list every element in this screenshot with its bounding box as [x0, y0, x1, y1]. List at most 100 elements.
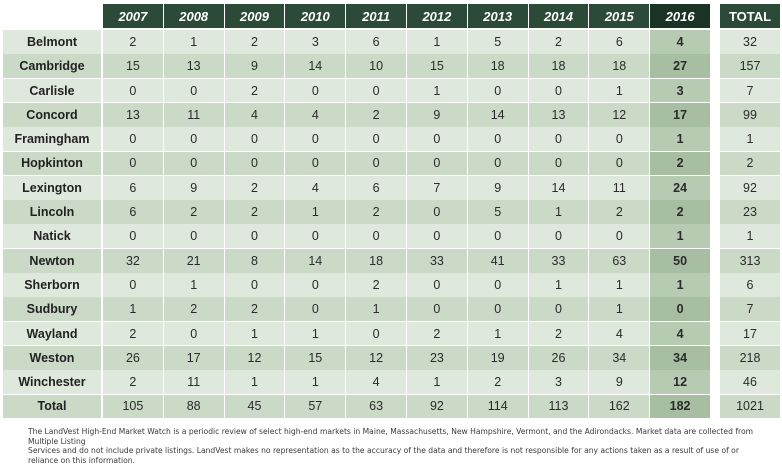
cell-natick-2009: 0 — [224, 224, 285, 249]
cell-lincoln-2011: 2 — [346, 200, 406, 224]
cell-framingham-2015: 0 — [589, 127, 650, 152]
cell-belmont-2013: 5 — [467, 30, 528, 54]
cell-winchester-2012: 1 — [407, 370, 467, 395]
cell-total-2014: 113 — [528, 394, 589, 419]
column-header-2013: 2013 — [467, 4, 528, 28]
cell-sherborn-2008: 1 — [163, 273, 224, 297]
cell-weston-2009: 12 — [224, 345, 285, 370]
cell-belmont-2016: 4 — [650, 30, 710, 54]
cell-natick-2012: 0 — [407, 224, 467, 249]
cell-winchester-2015: 9 — [589, 370, 650, 395]
cell-lincoln-2013: 5 — [467, 200, 528, 224]
cell-framingham-2009: 0 — [224, 127, 285, 152]
cell-belmont-2010: 3 — [285, 30, 346, 54]
cell-winchester-2007: 2 — [103, 370, 163, 395]
row-label-winchester: Winchester — [3, 370, 101, 395]
cell-wayland-2010: 1 — [285, 321, 346, 346]
row-label-wayland: Wayland — [3, 321, 101, 346]
cell-carlisle-2013: 0 — [467, 78, 528, 103]
cell-hopkinton-2012: 0 — [407, 151, 467, 176]
cell-carlisle-2014: 0 — [528, 78, 589, 103]
cell-newton-2014: 33 — [528, 248, 589, 273]
cell-newton-2007: 32 — [103, 248, 163, 273]
cell-weston-2014: 26 — [528, 345, 589, 370]
cell-carlisle-2010: 0 — [285, 78, 346, 103]
cell-total-2012: 92 — [407, 394, 467, 419]
cell-lexington-2013: 9 — [467, 175, 528, 200]
cell-lexington-total: 92 — [720, 175, 780, 200]
cell-sherborn-2011: 2 — [346, 273, 406, 297]
cell-sudbury-2007: 1 — [103, 297, 163, 322]
cell-lexington-2008: 9 — [163, 175, 224, 200]
cell-cambridge-2011: 10 — [346, 54, 406, 79]
cell-newton-2012: 33 — [407, 248, 467, 273]
cell-total-2008: 88 — [163, 394, 224, 419]
cell-cambridge-2013: 18 — [467, 54, 528, 79]
cell-concord-2011: 2 — [346, 102, 406, 127]
cell-carlisle-2011: 0 — [346, 78, 406, 103]
cell-cambridge-2012: 15 — [407, 54, 467, 79]
column-header-total: TOTAL — [720, 4, 780, 28]
cell-cambridge-2008: 13 — [163, 54, 224, 79]
cell-sherborn-2015: 1 — [589, 273, 650, 297]
column-header-2007: 2007 — [103, 4, 163, 28]
row-label-hopkinton: Hopkinton — [3, 151, 101, 176]
cell-sudbury-2009: 2 — [224, 297, 285, 322]
cell-cambridge-total: 157 — [720, 54, 780, 79]
cell-natick-2010: 0 — [285, 224, 346, 249]
cell-sudbury-2016: 0 — [650, 297, 710, 322]
cell-lexington-2009: 2 — [224, 175, 285, 200]
cell-weston-2013: 19 — [467, 345, 528, 370]
cell-newton-2011: 18 — [346, 248, 406, 273]
cell-belmont-2007: 2 — [103, 30, 163, 54]
cell-cambridge-2010: 14 — [285, 54, 346, 79]
cell-belmont-2012: 1 — [407, 30, 467, 54]
cell-lexington-2011: 6 — [346, 175, 406, 200]
row-label-carlisle: Carlisle — [3, 78, 101, 103]
cell-winchester-2013: 2 — [467, 370, 528, 395]
cell-winchester-2009: 1 — [224, 370, 285, 395]
market-data-table: 2007 2008 2009 2010 2011 2012 2013 2014 2015 2016… — [3, 4, 780, 419]
cell-natick-total: 1 — [720, 224, 780, 249]
cell-concord-total: 99 — [720, 102, 780, 127]
cell-concord-2007: 13 — [103, 102, 163, 127]
row-label-framingham: Framingham — [3, 127, 101, 152]
cell-sherborn-total: 6 — [720, 273, 780, 297]
cell-wayland-2014: 2 — [528, 321, 589, 346]
cell-wayland-2013: 1 — [467, 321, 528, 346]
cell-weston-total: 218 — [720, 345, 780, 370]
cell-lincoln-2010: 1 — [285, 200, 346, 224]
cell-total-2015: 162 — [589, 394, 650, 419]
cell-concord-2010: 4 — [285, 102, 346, 127]
cell-newton-total: 313 — [720, 248, 780, 273]
column-header-2016: 2016 — [650, 4, 710, 28]
row-label-cambridge: Cambridge — [3, 54, 101, 79]
disclaimer-line-2: Services and do not include private list… — [28, 446, 739, 465]
cell-total-2010: 57 — [285, 394, 346, 419]
cell-framingham-2012: 0 — [407, 127, 467, 152]
cell-hopkinton-2014: 0 — [528, 151, 589, 176]
cell-winchester-2011: 4 — [346, 370, 406, 395]
cell-concord-2015: 12 — [589, 102, 650, 127]
cell-total-2011: 63 — [346, 394, 406, 419]
cell-lexington-2015: 11 — [589, 175, 650, 200]
cell-sherborn-2012: 0 — [407, 273, 467, 297]
row-label-concord: Concord — [3, 102, 101, 127]
cell-hopkinton-2013: 0 — [467, 151, 528, 176]
cell-hopkinton-2011: 0 — [346, 151, 406, 176]
cell-hopkinton-2010: 0 — [285, 151, 346, 176]
cell-carlisle-2008: 0 — [163, 78, 224, 103]
cell-belmont-2015: 6 — [589, 30, 650, 54]
cell-lincoln-total: 23 — [720, 200, 780, 224]
cell-sudbury-2010: 0 — [285, 297, 346, 322]
cell-sherborn-2010: 0 — [285, 273, 346, 297]
cell-carlisle-total: 7 — [720, 78, 780, 103]
cell-sherborn-2016: 1 — [650, 273, 710, 297]
cell-weston-2010: 15 — [285, 345, 346, 370]
cell-natick-2011: 0 — [346, 224, 406, 249]
cell-sudbury-2015: 1 — [589, 297, 650, 322]
cell-hopkinton-2015: 0 — [589, 151, 650, 176]
cell-winchester-2008: 11 — [163, 370, 224, 395]
cell-wayland-2009: 1 — [224, 321, 285, 346]
cell-winchester-2014: 3 — [528, 370, 589, 395]
